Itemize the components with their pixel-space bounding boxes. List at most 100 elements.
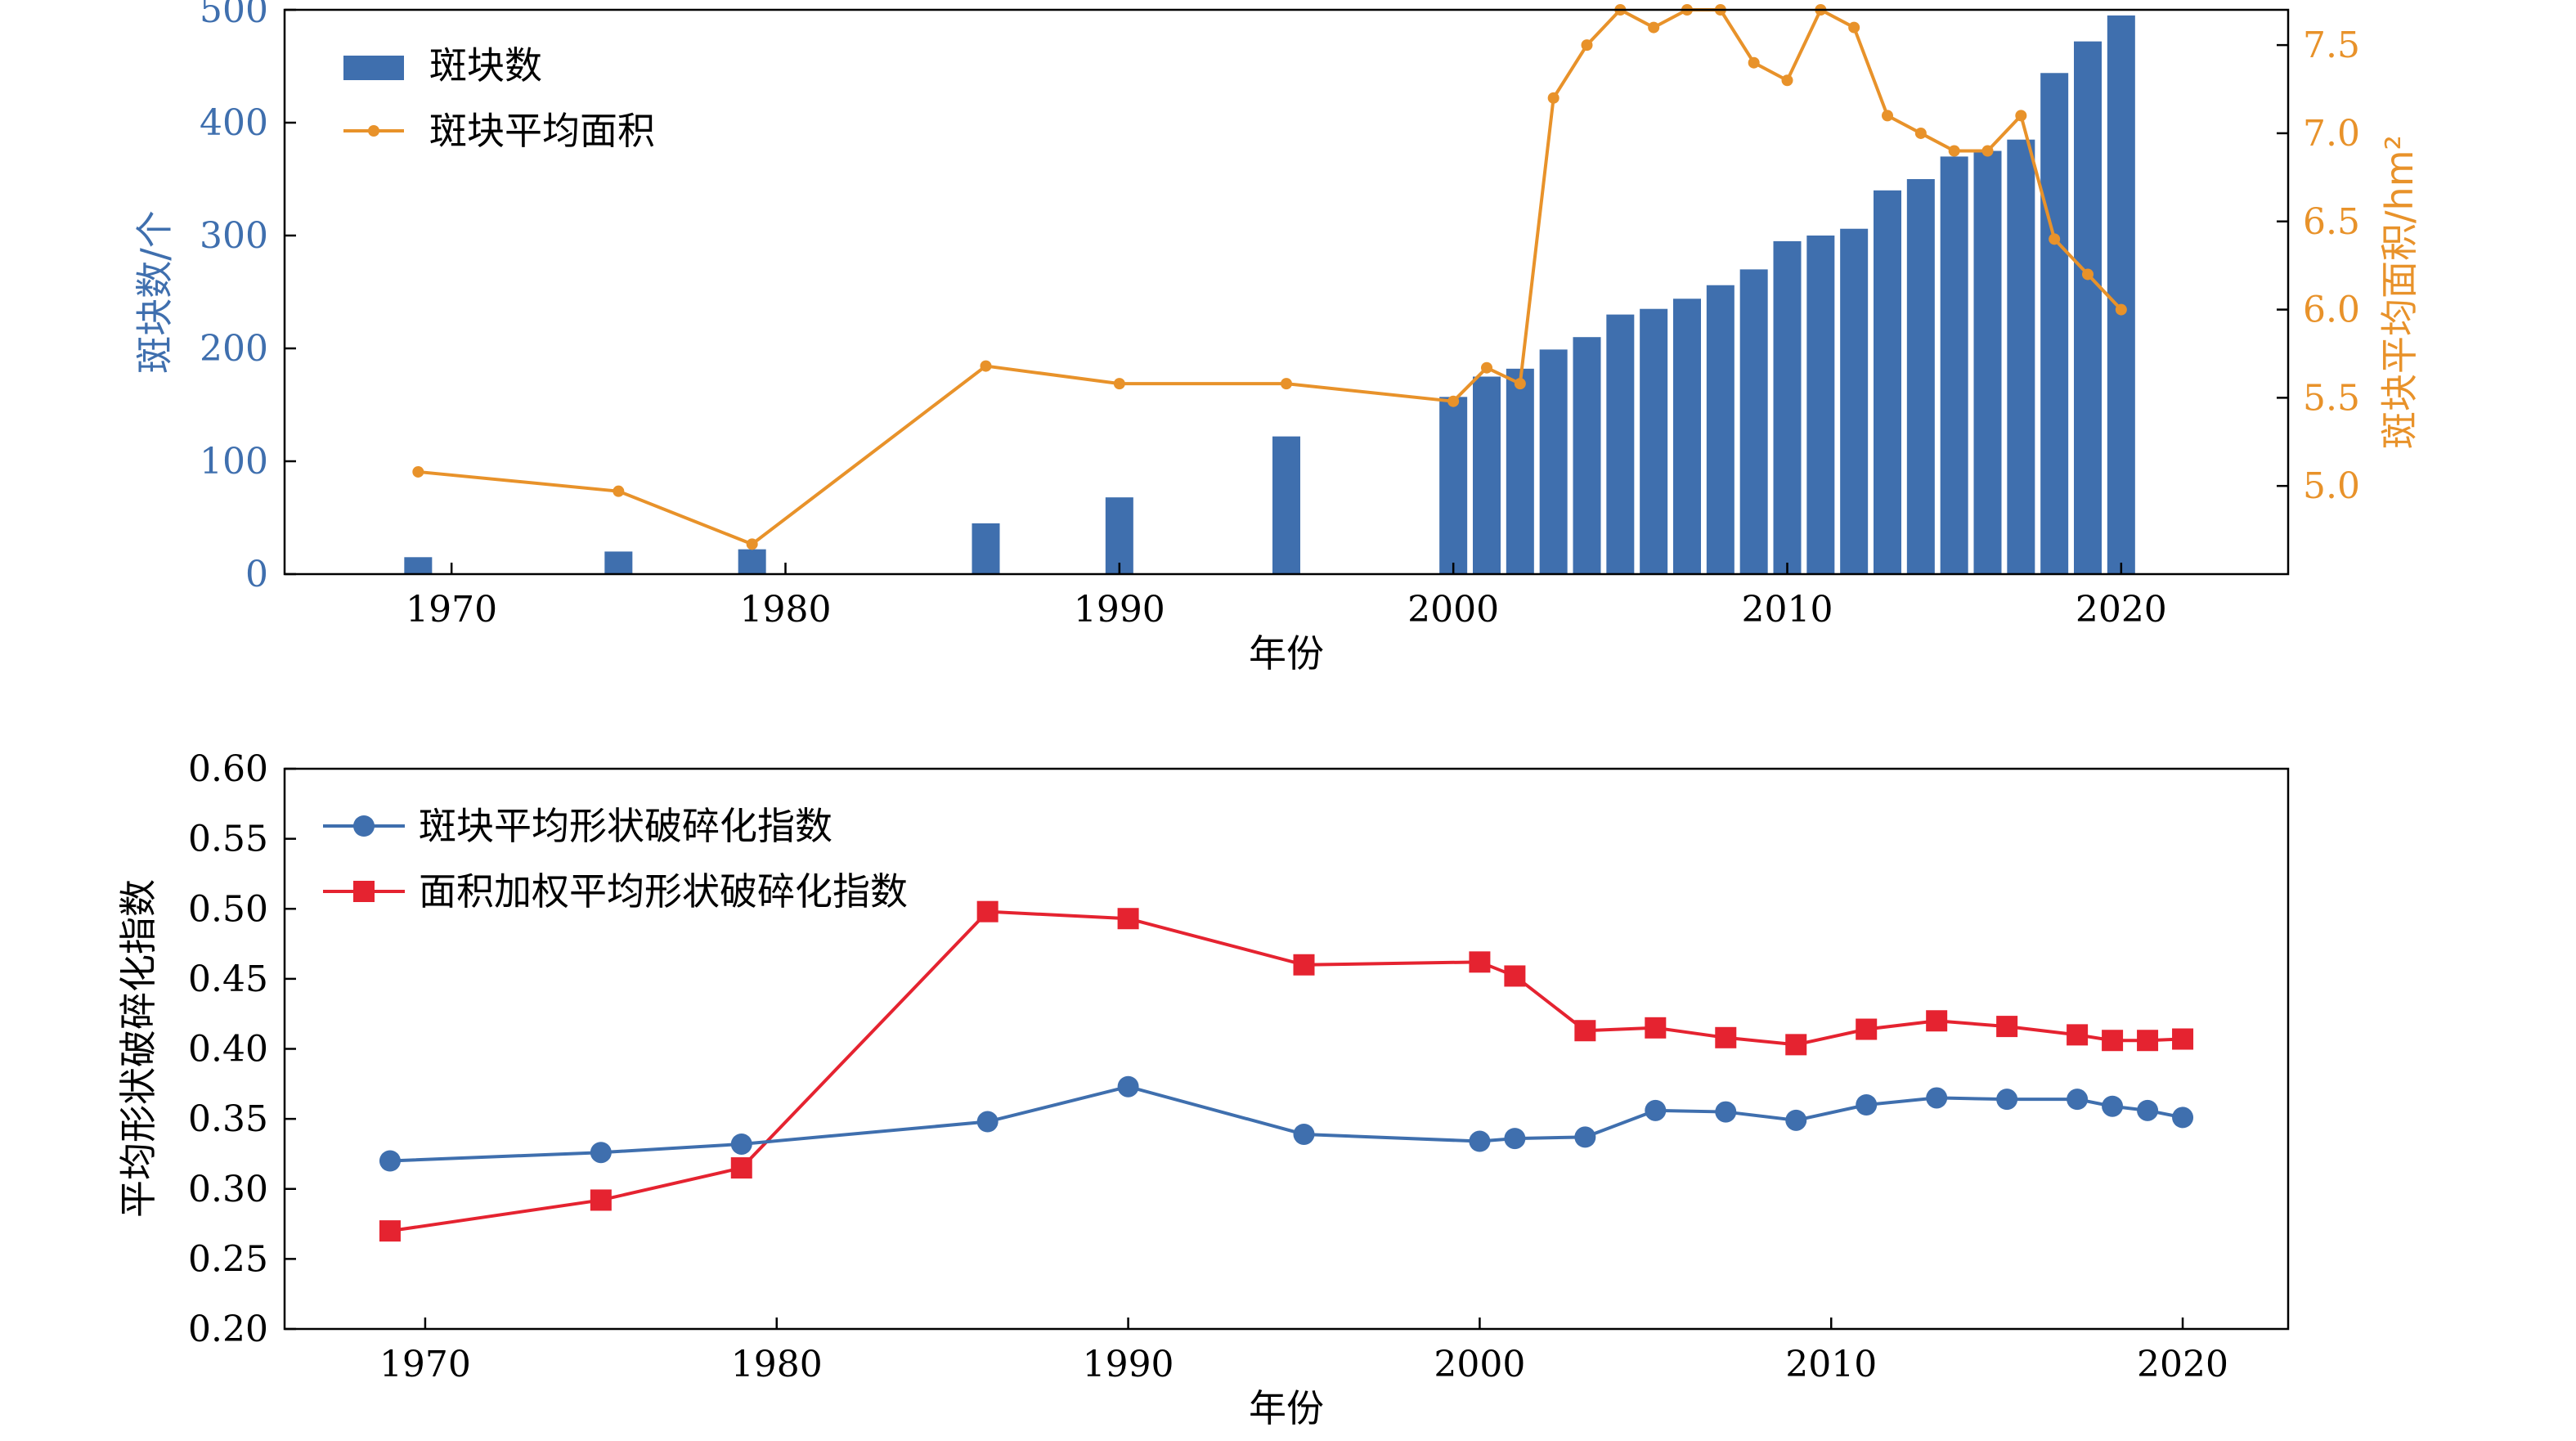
top-x-ticks: 1970 1980 1990 2000 2010 2020 bbox=[406, 563, 2167, 631]
bar bbox=[1506, 368, 1534, 574]
circle-point bbox=[2102, 1095, 2124, 1117]
bar bbox=[1739, 269, 1768, 574]
y-tick-label: 0.55 bbox=[188, 819, 268, 860]
top-y2-axis-label: 斑块平均面积/hm² bbox=[2377, 135, 2421, 449]
circle-point bbox=[1926, 1087, 1948, 1109]
square-point bbox=[1117, 908, 1139, 930]
bottom-chart: 1970 1980 1990 2000 2010 2020 0.20 0.25 0.30 0.3… bbox=[116, 748, 2290, 1430]
bar bbox=[1640, 308, 1668, 574]
circle-point bbox=[2067, 1089, 2089, 1111]
legend-square-marker bbox=[353, 881, 375, 902]
line-point bbox=[2015, 110, 2027, 122]
y-tick-label: 100 bbox=[200, 441, 268, 483]
bar bbox=[1439, 397, 1468, 574]
bar bbox=[1105, 497, 1133, 574]
line-point bbox=[2115, 303, 2127, 316]
square-point bbox=[1293, 954, 1315, 976]
line-point bbox=[1848, 21, 1860, 34]
bar bbox=[1940, 156, 1968, 574]
bar bbox=[1706, 285, 1735, 574]
bar bbox=[404, 557, 433, 574]
bar bbox=[2107, 15, 2135, 574]
top-y-ticks: 0 100 200 300 400 500 bbox=[200, 0, 296, 595]
bar bbox=[2074, 41, 2102, 574]
circle-point bbox=[379, 1150, 401, 1172]
bottom-lines-group bbox=[379, 900, 2194, 1242]
y-tick-label: 0.40 bbox=[188, 1029, 268, 1071]
y2-tick-label: 7.0 bbox=[2303, 113, 2360, 155]
square-point bbox=[1785, 1034, 1807, 1056]
bottom-plot-frame bbox=[283, 767, 2290, 1331]
square-point bbox=[1469, 951, 1491, 973]
y-tick-label: 0.20 bbox=[188, 1309, 268, 1350]
top-chart: 1970 1980 1990 2000 2010 2020 0 100 200 300 400 50… bbox=[132, 0, 2421, 676]
circle-point bbox=[1996, 1089, 2018, 1111]
bar bbox=[2040, 73, 2069, 574]
square-point bbox=[2137, 1030, 2159, 1052]
y-tick-label: 0.35 bbox=[188, 1098, 268, 1140]
series-line-mean-shape bbox=[389, 1084, 2183, 1163]
line-point bbox=[1948, 145, 1960, 157]
legend-line-label: 斑块平均面积 bbox=[429, 109, 655, 153]
y-tick-label: 400 bbox=[200, 102, 268, 144]
top-x-axis-label: 年份 bbox=[1249, 631, 1324, 676]
line-point bbox=[1882, 110, 1893, 122]
y-tick-label: 0.45 bbox=[188, 958, 268, 1000]
x-tick-label: 1980 bbox=[740, 589, 832, 631]
line-point bbox=[1113, 378, 1125, 390]
line-point bbox=[2082, 268, 2094, 281]
bar bbox=[1473, 376, 1501, 574]
line-point bbox=[1481, 361, 1492, 374]
bottom-y-axis-label: 平均形状破碎化指数 bbox=[116, 879, 160, 1218]
y-tick-label: 0.50 bbox=[188, 888, 268, 930]
square-point bbox=[976, 900, 999, 923]
line-point bbox=[2049, 233, 2061, 245]
bar bbox=[1573, 337, 1601, 574]
legend-circle-label: 斑块平均形状破碎化指数 bbox=[419, 804, 832, 848]
circle-point bbox=[1293, 1123, 1315, 1145]
bottom-x-axis-label: 年份 bbox=[1249, 1386, 1324, 1430]
bar bbox=[1874, 190, 1901, 575]
series-line-weighted-shape bbox=[389, 909, 2183, 1233]
circle-point bbox=[976, 1111, 999, 1133]
bar bbox=[738, 549, 766, 574]
circle-point bbox=[1117, 1075, 1139, 1098]
y2-tick-label: 5.0 bbox=[2303, 465, 2360, 507]
square-point bbox=[2067, 1024, 2089, 1046]
line-point bbox=[1547, 92, 1560, 104]
bar bbox=[1272, 436, 1300, 574]
x-tick-label: 1990 bbox=[1083, 1344, 1174, 1385]
bar bbox=[1606, 314, 1635, 574]
circle-point bbox=[1574, 1126, 1596, 1148]
y2-tick-label: 6.5 bbox=[2303, 201, 2360, 243]
square-point bbox=[1574, 1020, 1596, 1042]
x-tick-label: 1970 bbox=[406, 589, 497, 631]
square-point bbox=[730, 1157, 752, 1179]
y-tick-label: 0.25 bbox=[188, 1238, 268, 1280]
bottom-y-ticks: 0.20 0.25 0.30 0.35 0.40 0.45 0.50 0.55 0.60 bbox=[188, 748, 296, 1350]
x-tick-label: 2020 bbox=[2137, 1344, 2228, 1385]
bottom-x-ticks: 1970 1980 1990 2000 2010 2020 bbox=[379, 1318, 2228, 1385]
circle-point bbox=[1785, 1109, 1807, 1131]
bar bbox=[2007, 139, 2035, 574]
line-point bbox=[1748, 56, 1760, 69]
line-point bbox=[1281, 378, 1292, 390]
bar bbox=[1906, 179, 1935, 574]
circle-point bbox=[730, 1133, 752, 1155]
circle-point bbox=[1469, 1130, 1491, 1152]
y-tick-label: 0.30 bbox=[188, 1169, 268, 1210]
y2-tick-label: 6.0 bbox=[2303, 290, 2360, 331]
top-plot-frame bbox=[283, 8, 2290, 576]
legend-bar-label: 斑块数 bbox=[429, 43, 542, 88]
y-tick-label: 0 bbox=[245, 554, 268, 595]
legend-line-marker bbox=[368, 125, 379, 137]
bar bbox=[1673, 299, 1701, 574]
bar bbox=[1840, 228, 1869, 574]
line-point bbox=[746, 538, 758, 550]
legend-circle-marker bbox=[353, 815, 375, 837]
bar bbox=[1539, 349, 1568, 574]
circle-point bbox=[590, 1142, 612, 1164]
x-tick-label: 1990 bbox=[1074, 589, 1165, 631]
top-y2-ticks: 5.0 5.5 6.0 6.5 7.0 7.5 bbox=[2277, 25, 2360, 507]
